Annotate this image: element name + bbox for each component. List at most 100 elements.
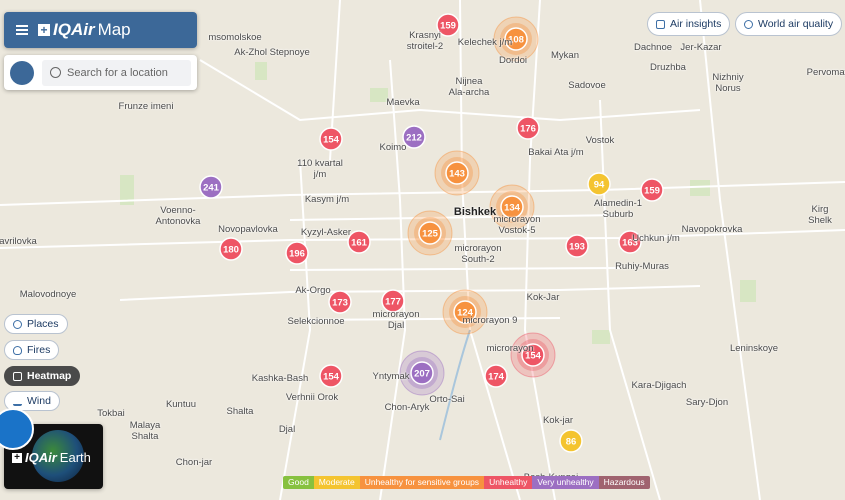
road: [279, 159, 312, 500]
road: [199, 59, 701, 122]
park: [120, 175, 134, 205]
aqi-marker[interactable]: 159: [640, 178, 664, 202]
menu-button[interactable]: [16, 25, 28, 35]
place-label: Kara-Djigach: [631, 380, 687, 391]
aqi-value: 212: [406, 133, 422, 144]
search-input[interactable]: Search for a location: [42, 59, 191, 86]
aqi-marker[interactable]: 207: [399, 350, 445, 396]
legend-item: Unhealthy: [484, 476, 533, 489]
legend-item: Very unhealthy: [532, 476, 599, 489]
river: [439, 329, 471, 441]
aqi-marker[interactable]: 161: [347, 230, 371, 254]
fires-layer-button[interactable]: Fires: [4, 340, 60, 360]
park: [255, 62, 267, 80]
aqi-dot: [484, 364, 508, 388]
aqi-dot: [219, 237, 243, 261]
place-label: Selekcionnoe: [287, 316, 345, 327]
aqi-dot: [587, 172, 611, 196]
place-label: Malaya Shalta: [129, 420, 161, 442]
aqi-value: 159: [644, 186, 660, 197]
aqi-value: 94: [594, 180, 605, 191]
aqi-marker[interactable]: 143: [434, 150, 480, 196]
place-label: Mykan: [551, 50, 579, 61]
place-label: Sary-Djon: [685, 397, 729, 408]
aqi-marker[interactable]: 154: [510, 332, 556, 378]
aqi-value: 108: [508, 35, 524, 46]
world-air-quality-button[interactable]: World air quality: [735, 12, 843, 36]
aqi-value: 173: [332, 298, 348, 309]
header-title: Map: [97, 20, 131, 39]
aqi-marker[interactable]: 174: [484, 364, 508, 388]
place-label: Chon-Aryk: [384, 402, 430, 413]
place-label: Druzhba: [650, 62, 686, 73]
heatmap-layer-button[interactable]: Heatmap: [4, 366, 81, 386]
place-label: microrayon Vostok-5: [493, 214, 541, 236]
road: [523, 0, 556, 500]
aqi-marker[interactable]: 94: [587, 172, 611, 196]
place-label: microrayon: [486, 343, 534, 354]
aqi-marker[interactable]: 173: [328, 290, 352, 314]
aqi-marker[interactable]: 212: [402, 125, 426, 149]
place-label: Kuntuu: [165, 399, 197, 410]
aqi-marker[interactable]: 196: [285, 241, 309, 265]
aqi-marker[interactable]: 108: [493, 16, 539, 62]
aqi-value: 154: [525, 351, 542, 362]
place-label: Uchkun j/m: [632, 233, 680, 244]
aqi-marker[interactable]: 124: [442, 289, 488, 335]
road: [289, 214, 621, 221]
aqi-marker[interactable]: 241: [199, 175, 223, 199]
aqi-marker[interactable]: 193: [565, 234, 589, 258]
aqi-marker[interactable]: 134: [489, 184, 535, 230]
button-label: World air quality: [758, 18, 834, 30]
place-label: Ak-Zhol Stepnoye: [234, 47, 310, 58]
wind-layer-button[interactable]: Wind: [4, 391, 60, 411]
place-label: Novopavlovka: [218, 224, 278, 235]
aqi-value: 196: [289, 249, 305, 260]
park: [592, 330, 610, 344]
aqi-marker[interactable]: 154: [319, 364, 343, 388]
accessibility-button[interactable]: [0, 408, 34, 450]
place-label: 110 kvartal j/m: [297, 158, 343, 180]
aqi-marker[interactable]: 154: [319, 127, 343, 151]
aqi-marker[interactable]: 177: [381, 289, 405, 313]
layer-label: Fires: [27, 344, 51, 356]
place-label: Tokbai: [97, 408, 125, 419]
aqi-dot: [445, 161, 469, 185]
place-label: Frunze imeni: [118, 101, 174, 112]
places-layer-button[interactable]: Places: [4, 314, 68, 334]
aqi-value: 177: [385, 297, 401, 308]
place-label: microrayon Djal: [372, 309, 420, 331]
aqi-marker[interactable]: 176: [516, 116, 540, 140]
aqi-dot: [328, 290, 352, 314]
aqi-dot: [410, 361, 434, 385]
place-label: Chon-jar: [175, 457, 213, 468]
place-label: Kashka-Bash: [251, 373, 309, 384]
green-areas: [120, 62, 756, 344]
aqi-value: 125: [422, 229, 439, 240]
search-panel: Search for a location: [4, 55, 197, 90]
legend-item: Unhealthy for sensitive groups: [359, 476, 485, 489]
aqi-marker[interactable]: 180: [219, 237, 243, 261]
place-label: Kok-jar: [542, 415, 574, 426]
earth-title: Earth: [59, 450, 91, 465]
air-insights-button[interactable]: Air insights: [647, 12, 731, 36]
aqi-marker[interactable]: 125: [407, 210, 453, 256]
place-label: Kirg Shelk: [808, 204, 832, 226]
place-label: microrayon South-2: [454, 243, 502, 265]
aqi-value: 134: [504, 203, 521, 214]
aqi-value: 86: [566, 437, 577, 448]
locate-button[interactable]: [10, 60, 34, 85]
place-label: Sadovoe: [568, 80, 606, 91]
place-label: Bakai Ata j/m: [528, 147, 584, 158]
aqi-marker[interactable]: 159: [436, 13, 460, 37]
aqi-marker[interactable]: 86: [559, 429, 583, 453]
search-placeholder: Search for a location: [67, 66, 168, 79]
aqi-dot: [436, 13, 460, 37]
road: [0, 229, 845, 249]
legend-item: Moderate: [313, 476, 360, 489]
aqi-marker[interactable]: 163: [618, 230, 642, 254]
road: [289, 267, 621, 271]
aqi-dot: [319, 364, 343, 388]
aqi-value: 154: [323, 372, 340, 383]
